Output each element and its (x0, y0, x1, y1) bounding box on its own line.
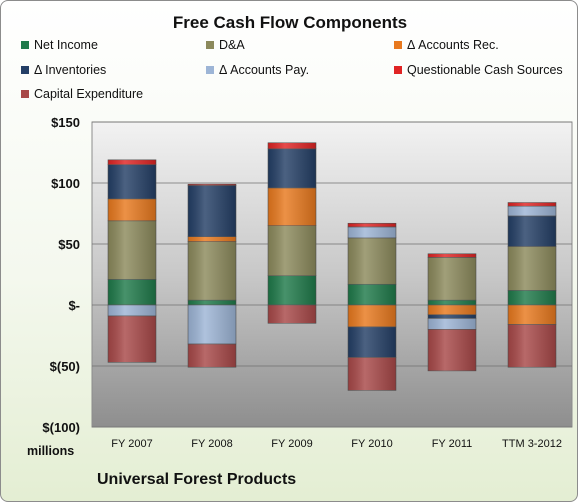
legend-swatch (394, 40, 402, 49)
x-tick-label: FY 2009 (271, 438, 312, 450)
bar-segment-shading (348, 284, 396, 305)
y-tick-label: $50 (58, 237, 80, 252)
legend-item: Δ Accounts Pay. (206, 63, 309, 77)
bar-segment-shading (508, 305, 556, 325)
legend-label: Questionable Cash Sources (407, 63, 563, 77)
legend-label: Δ Accounts Pay. (219, 63, 310, 77)
y-tick-label: $- (68, 298, 80, 313)
bar-segment-shading (428, 300, 476, 305)
x-tick-label: FY 2007 (111, 438, 152, 450)
bar-segment-shading (108, 305, 156, 316)
bar-segment-shading (428, 314, 476, 319)
bar-segment-shading (188, 305, 236, 345)
legend-item: D&A (206, 38, 245, 52)
company-name: Universal Forest Products (97, 471, 297, 488)
plot-background (91, 121, 573, 428)
bar-segment-shading (348, 223, 396, 227)
bar-segment-shading (348, 305, 396, 327)
x-tick-label: FY 2011 (432, 438, 473, 450)
bar-segment-shading (108, 164, 156, 199)
bar-segment-shading (108, 198, 156, 221)
units-label: millions (27, 444, 75, 458)
legend-item: Δ Accounts Rec. (394, 38, 499, 52)
bar-segment-shading (508, 290, 556, 305)
bar-segment-shading (188, 344, 236, 368)
bar-segment-shading (428, 329, 476, 371)
bar-segment-shading (268, 187, 316, 226)
legend-label: Δ Inventories (34, 63, 107, 77)
y-tick-label: $100 (51, 176, 80, 191)
bar-segment-shading (268, 305, 316, 324)
bar-segment-shading (428, 253, 476, 258)
bar-segment-shading (348, 237, 396, 285)
bar-segment-shading (428, 318, 476, 330)
legend-swatch (206, 40, 214, 49)
bar-segment-shading (508, 215, 556, 247)
y-tick-label: $(100) (42, 420, 80, 435)
legend-swatch (394, 65, 402, 74)
bar-segment-shading (188, 236, 236, 242)
bar-segment-shading (188, 185, 236, 237)
x-tick-label: FY 2010 (351, 438, 392, 450)
legend-swatch (206, 65, 214, 74)
bar-segment-shading (508, 324, 556, 368)
y-tick-label: $(50) (50, 359, 80, 374)
bar-segment-shading (188, 184, 236, 186)
bar-segment-shading (188, 300, 236, 305)
x-tick-label: FY 2008 (191, 438, 232, 450)
bar-segment-shading (188, 241, 236, 301)
bar-segment-shading (108, 315, 156, 363)
y-tick-label: $150 (51, 115, 80, 130)
legend-label: Δ Accounts Rec. (407, 38, 499, 52)
legend-swatch (21, 89, 29, 98)
x-tick-label: TTM 3-2012 (502, 438, 562, 450)
legend-item: Capital Expenditure (21, 87, 143, 101)
legend-label: D&A (219, 38, 245, 52)
bar-segment-shading (348, 357, 396, 391)
legend-item: Questionable Cash Sources (394, 63, 563, 77)
bar-segment-shading (428, 257, 476, 301)
bar-segment-shading (348, 326, 396, 358)
bar-segment-shading (108, 220, 156, 280)
legend-label: Capital Expenditure (34, 87, 144, 101)
bar-segment-shading (268, 275, 316, 305)
legend-swatch (21, 40, 29, 49)
bar-segment-shading (268, 225, 316, 276)
bar-segment-shading (428, 305, 476, 315)
legend-swatch (21, 65, 29, 74)
legend-label: Net Income (34, 38, 98, 52)
bar-segment-shading (508, 206, 556, 216)
bar-segment-shading (508, 202, 556, 207)
legend-item: Δ Inventories (21, 63, 106, 77)
bar-segment-shading (108, 279, 156, 305)
bar-segment-shading (108, 159, 156, 165)
bar-segment-shading (268, 148, 316, 188)
bar-segment-shading (268, 142, 316, 149)
legend-item: Net Income (21, 38, 98, 52)
bar-segment-shading (508, 246, 556, 291)
bar-segment-shading (348, 226, 396, 238)
chart-title: Free Cash Flow Components (172, 13, 408, 32)
